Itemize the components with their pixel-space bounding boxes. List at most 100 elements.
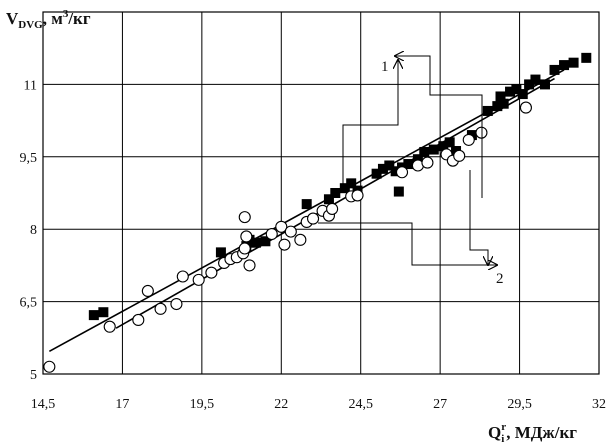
circle-point bbox=[205, 266, 218, 279]
y-tick-label: 5 bbox=[30, 368, 37, 383]
circle-point bbox=[154, 302, 167, 315]
circle-point bbox=[421, 156, 434, 169]
circle-point bbox=[103, 320, 116, 333]
square-point bbox=[444, 137, 455, 148]
circle-point bbox=[326, 202, 339, 215]
square-point bbox=[428, 144, 439, 155]
square-point bbox=[524, 79, 535, 90]
square-point bbox=[517, 89, 528, 100]
x-axis-title-sub: i bbox=[501, 433, 504, 445]
x-tick-label: 14,5 bbox=[31, 397, 56, 412]
square-point bbox=[498, 98, 509, 109]
x-axis-title-main: Q bbox=[488, 423, 501, 442]
circle-point bbox=[351, 189, 364, 202]
x-tick-label: 29,5 bbox=[507, 397, 532, 412]
circle-point bbox=[453, 149, 466, 162]
square-point bbox=[511, 84, 522, 95]
y-tick-labels: 5 6,5 8 9,5 11 bbox=[20, 78, 38, 383]
circle-point bbox=[132, 313, 145, 326]
data-points bbox=[43, 52, 592, 373]
callout-2-left bbox=[318, 222, 497, 265]
square-point bbox=[88, 310, 99, 321]
circle-point bbox=[462, 133, 475, 146]
callout-2-right bbox=[469, 170, 488, 265]
y-tick-label: 9,5 bbox=[20, 151, 38, 166]
square-point bbox=[412, 154, 423, 165]
square-point bbox=[568, 57, 579, 68]
callout-1-left bbox=[342, 60, 398, 190]
circle-point bbox=[43, 360, 56, 373]
x-tick-labels: 14,5 17 19,5 22 24,5 27 29,5 32 bbox=[31, 397, 606, 412]
square-point bbox=[330, 188, 341, 198]
circle-point bbox=[265, 227, 278, 241]
fit-line-2 bbox=[115, 77, 555, 329]
square-point bbox=[390, 166, 401, 177]
x-axis-title: Qir, МДж/кг bbox=[488, 421, 577, 445]
circle-point bbox=[240, 230, 253, 243]
square-point bbox=[98, 307, 109, 318]
circle-point bbox=[170, 297, 183, 311]
square-point bbox=[346, 178, 357, 189]
y-axis-title-sup: 3 bbox=[63, 8, 69, 20]
circle-point bbox=[238, 242, 251, 255]
square-point bbox=[393, 186, 404, 197]
circle-point bbox=[284, 225, 297, 238]
series-callouts: 12 bbox=[318, 56, 504, 287]
x-tick-label: 22 bbox=[274, 397, 288, 412]
x-tick-label: 24,5 bbox=[348, 397, 373, 412]
grid bbox=[42, 12, 600, 375]
y-tick-label: 6,5 bbox=[20, 296, 38, 311]
circle-point bbox=[278, 238, 291, 251]
callout-1-right bbox=[395, 56, 483, 198]
square-point bbox=[438, 141, 449, 152]
square-point bbox=[377, 163, 388, 174]
circle-point bbox=[243, 259, 256, 272]
square-point bbox=[419, 146, 430, 157]
circle-point bbox=[519, 101, 532, 114]
square-point bbox=[384, 160, 395, 171]
square-point bbox=[323, 194, 334, 205]
square-point bbox=[530, 74, 541, 85]
y-axis-title-main: V bbox=[6, 9, 19, 28]
circle-point bbox=[176, 270, 189, 283]
circle-point bbox=[395, 166, 409, 179]
circle-point bbox=[307, 212, 320, 225]
x-tick-label: 32 bbox=[592, 397, 606, 412]
x-tick-label: 17 bbox=[115, 397, 129, 412]
callout-label-1: 1 bbox=[381, 59, 389, 75]
y-axis-title: VDVG, м3/кг bbox=[6, 8, 91, 31]
square-point bbox=[559, 60, 570, 71]
square-point bbox=[403, 159, 414, 170]
fit-lines bbox=[48, 69, 565, 353]
y-axis-title-sub: DVG bbox=[18, 19, 43, 31]
square-point bbox=[482, 105, 493, 116]
square-point bbox=[250, 237, 261, 248]
fit-line-1 bbox=[48, 69, 565, 353]
circle-point bbox=[475, 126, 488, 139]
square-point bbox=[549, 64, 560, 75]
square-point bbox=[301, 199, 312, 210]
y-tick-label: 11 bbox=[24, 78, 37, 93]
y-axis-title-rest: , м bbox=[43, 9, 64, 28]
square-point bbox=[505, 86, 516, 97]
square-point bbox=[581, 52, 592, 63]
circle-point bbox=[294, 233, 307, 246]
y-axis-title-rest2: /кг bbox=[67, 9, 91, 28]
square-point bbox=[260, 236, 271, 247]
circle-point bbox=[238, 211, 251, 224]
x-tick-label: 19,5 bbox=[190, 397, 215, 412]
circle-point bbox=[141, 284, 154, 298]
circle-point bbox=[192, 273, 205, 286]
y-tick-label: 8 bbox=[30, 223, 37, 238]
square-point bbox=[492, 101, 503, 112]
square-point bbox=[215, 247, 226, 258]
callout-label-2: 2 bbox=[496, 271, 504, 287]
square-point bbox=[339, 183, 350, 194]
square-point bbox=[539, 79, 550, 90]
x-tick-label: 27 bbox=[433, 397, 447, 412]
square-point bbox=[495, 91, 506, 102]
circle-point bbox=[275, 220, 288, 233]
x-axis-title-sup: r bbox=[501, 421, 506, 433]
square-point bbox=[371, 168, 382, 179]
